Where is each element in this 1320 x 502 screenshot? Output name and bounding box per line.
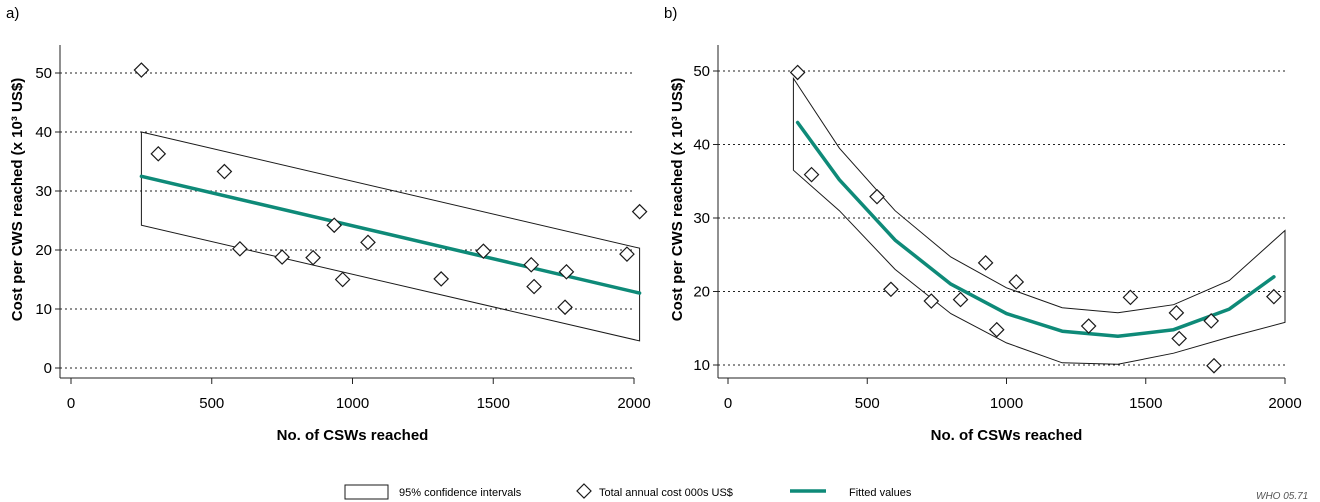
x-tick-label: 2000 [617,395,650,412]
data-point [619,246,635,262]
x-tick-label: 0 [67,395,75,412]
panel-letter: b) [664,5,677,22]
data-point [475,243,492,260]
y-tick-label: 40 [693,137,710,154]
y-tick-label: 50 [693,63,710,80]
data-point [1206,357,1222,374]
data-point [977,254,994,271]
x-tick-label: 1500 [477,395,510,412]
y-tick-label: 40 [35,124,52,141]
x-axis-title: No. of CSWs reached [277,427,429,444]
data-point [1168,304,1185,321]
data-point [274,249,290,265]
x-tick-label: 1000 [336,395,369,412]
x-tick-label: 0 [724,395,732,412]
data-point [1171,330,1188,347]
fitted-line [139,174,642,295]
y-tick-label: 0 [44,360,52,377]
data-point [1008,274,1025,290]
x-tick-label: 1000 [990,395,1023,412]
legend-fit-label: Fitted values [849,487,912,499]
data-point [803,166,820,183]
data-point [1080,318,1097,334]
data-point [1266,288,1282,305]
data-point [433,271,450,287]
y-tick-label: 10 [35,301,52,318]
data-point [523,256,540,273]
data-point [526,278,542,295]
panel-letter: a) [6,5,19,22]
data-point [952,291,969,308]
data-point [631,203,648,220]
data-point [789,64,806,81]
legend: 95% confidence intervals Total annual co… [344,483,912,500]
data-point [558,263,575,280]
data-point [334,271,351,288]
data-point [869,188,885,205]
confidence-band [140,131,641,342]
y-tick-label: 20 [693,284,710,301]
x-tick-label: 500 [855,395,880,412]
data-point [133,62,150,78]
data-point [557,299,573,316]
y-axis-title: Cost per CWS reached (x 10³ US$) [9,78,26,321]
y-tick-label: 20 [35,242,52,259]
y-axis-title: Cost per CWS reached (x 10³ US$) [669,78,686,321]
data-point [326,217,343,234]
x-tick-label: 1500 [1129,395,1162,412]
data-point [988,321,1005,338]
data-point [1122,289,1139,306]
data-point [360,234,376,251]
legend-band-swatch [344,484,389,500]
figure-credit: WHO 05.71 [1256,491,1308,502]
legend-band-label: 95% confidence intervals [399,487,522,499]
x-tick-label: 500 [199,395,224,412]
confidence-band [792,76,1286,365]
data-point [923,293,940,309]
legend-diamond-icon [576,483,592,499]
data-point [150,145,167,162]
fitted-line [795,120,1276,339]
y-tick-label: 10 [693,357,710,374]
data-point [216,163,233,180]
data-point [1203,313,1220,329]
legend-marker-label: Total annual cost 000s US$ [599,487,733,499]
y-tick-label: 30 [693,210,710,227]
data-point [305,249,321,266]
x-tick-label: 2000 [1268,395,1301,412]
data-point [883,281,899,298]
y-tick-label: 30 [35,183,52,200]
y-tick-label: 50 [35,65,52,82]
data-point [232,240,248,257]
x-axis-title: No. of CSWs reached [931,427,1083,444]
